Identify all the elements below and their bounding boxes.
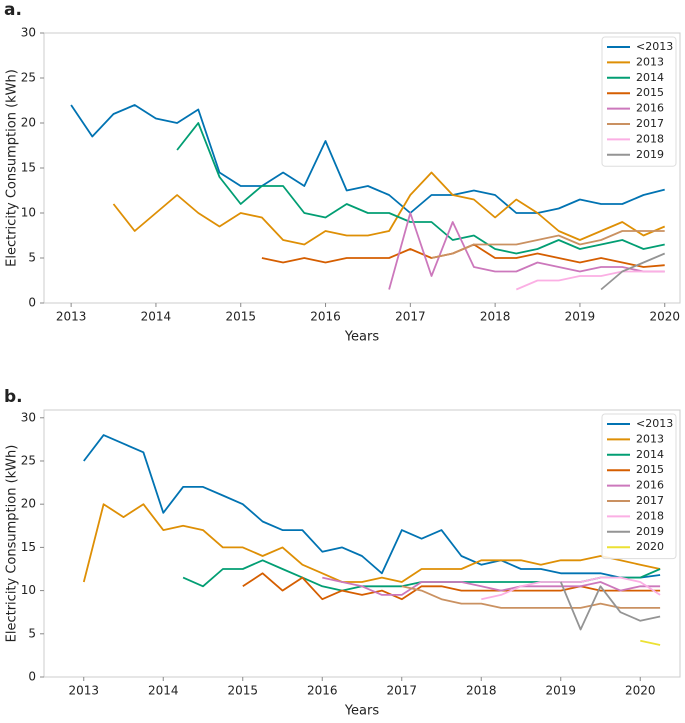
panel-label: b. (4, 387, 23, 407)
legend-label: 2018 (636, 132, 664, 145)
series-line (322, 576, 661, 596)
x-tick-label: 2019 (545, 684, 576, 698)
y-tick-label: 0 (28, 670, 36, 684)
y-tick-label: 15 (21, 540, 36, 554)
x-tick-label: 2013 (68, 684, 99, 698)
y-tick-label: 5 (28, 626, 36, 640)
plot-frame (43, 32, 681, 304)
x-tick-label: 2016 (310, 310, 341, 324)
x-tick-label: 2015 (225, 310, 256, 324)
series-line (600, 252, 666, 291)
series-line (83, 434, 661, 579)
y-tick-label: 30 (21, 26, 36, 40)
legend-label: <2013 (636, 417, 673, 430)
x-tick-label: 2014 (148, 684, 179, 698)
y-axis-label: Electricity Consumption (kWh) (5, 69, 20, 267)
legend-label: 2019 (636, 525, 664, 538)
legend-box (601, 36, 677, 167)
x-tick-label: 2014 (141, 310, 172, 324)
legend-label: 2015 (636, 86, 664, 99)
series-line (176, 122, 665, 255)
legend-label: 2013 (636, 55, 664, 68)
legend-label: 2017 (636, 494, 664, 507)
series-line (388, 212, 665, 290)
series-line (640, 639, 661, 646)
plot-frame (43, 409, 681, 678)
legend-label: 2016 (636, 102, 664, 115)
series-line (70, 104, 665, 214)
y-tick-label: 30 (21, 410, 36, 424)
x-tick-label: 2019 (565, 310, 596, 324)
series-line (261, 243, 665, 268)
x-tick-label: 2017 (395, 310, 426, 324)
legend-label: 2019 (636, 148, 664, 161)
legend-label: <2013 (636, 40, 673, 53)
y-tick-label: 10 (21, 583, 36, 597)
x-tick-label: 2017 (386, 684, 417, 698)
x-axis-label: Years (344, 704, 380, 719)
legend-label: 2016 (636, 479, 664, 492)
y-tick-label: 20 (21, 116, 36, 130)
series-line (515, 270, 665, 291)
series-line (82, 503, 661, 583)
series-line (242, 572, 661, 601)
x-tick-label: 2013 (56, 310, 87, 324)
x-axis-label: Years (344, 330, 380, 345)
legend-label: 2013 (636, 432, 664, 445)
legend-label: 2015 (636, 463, 664, 476)
x-tick-label: 2018 (466, 684, 497, 698)
series-line (431, 230, 665, 259)
legend-label: 2018 (636, 509, 664, 522)
series-line (481, 576, 661, 601)
legend-label: 2014 (636, 448, 664, 461)
y-tick-label: 25 (21, 453, 36, 467)
legend-label: 2017 (636, 117, 664, 130)
y-tick-label: 5 (28, 251, 36, 265)
y-tick-label: 15 (21, 161, 36, 175)
x-tick-label: 2015 (227, 684, 258, 698)
legend-box (601, 413, 677, 560)
x-tick-label: 2016 (307, 684, 338, 698)
y-axis-label: Electricity Consumption (kWh) (5, 445, 20, 643)
legend-label: 2020 (636, 540, 664, 553)
series-line (112, 171, 666, 246)
y-tick-label: 10 (21, 206, 36, 220)
x-tick-label: 2018 (480, 310, 511, 324)
legend-label: 2014 (636, 71, 664, 84)
y-tick-label: 25 (21, 71, 36, 85)
series-line (559, 581, 661, 631)
x-tick-label: 2020 (625, 684, 656, 698)
panel-label: a. (4, 0, 22, 20)
y-tick-label: 0 (28, 296, 36, 310)
y-tick-label: 20 (21, 497, 36, 511)
x-tick-label: 2020 (649, 310, 680, 324)
